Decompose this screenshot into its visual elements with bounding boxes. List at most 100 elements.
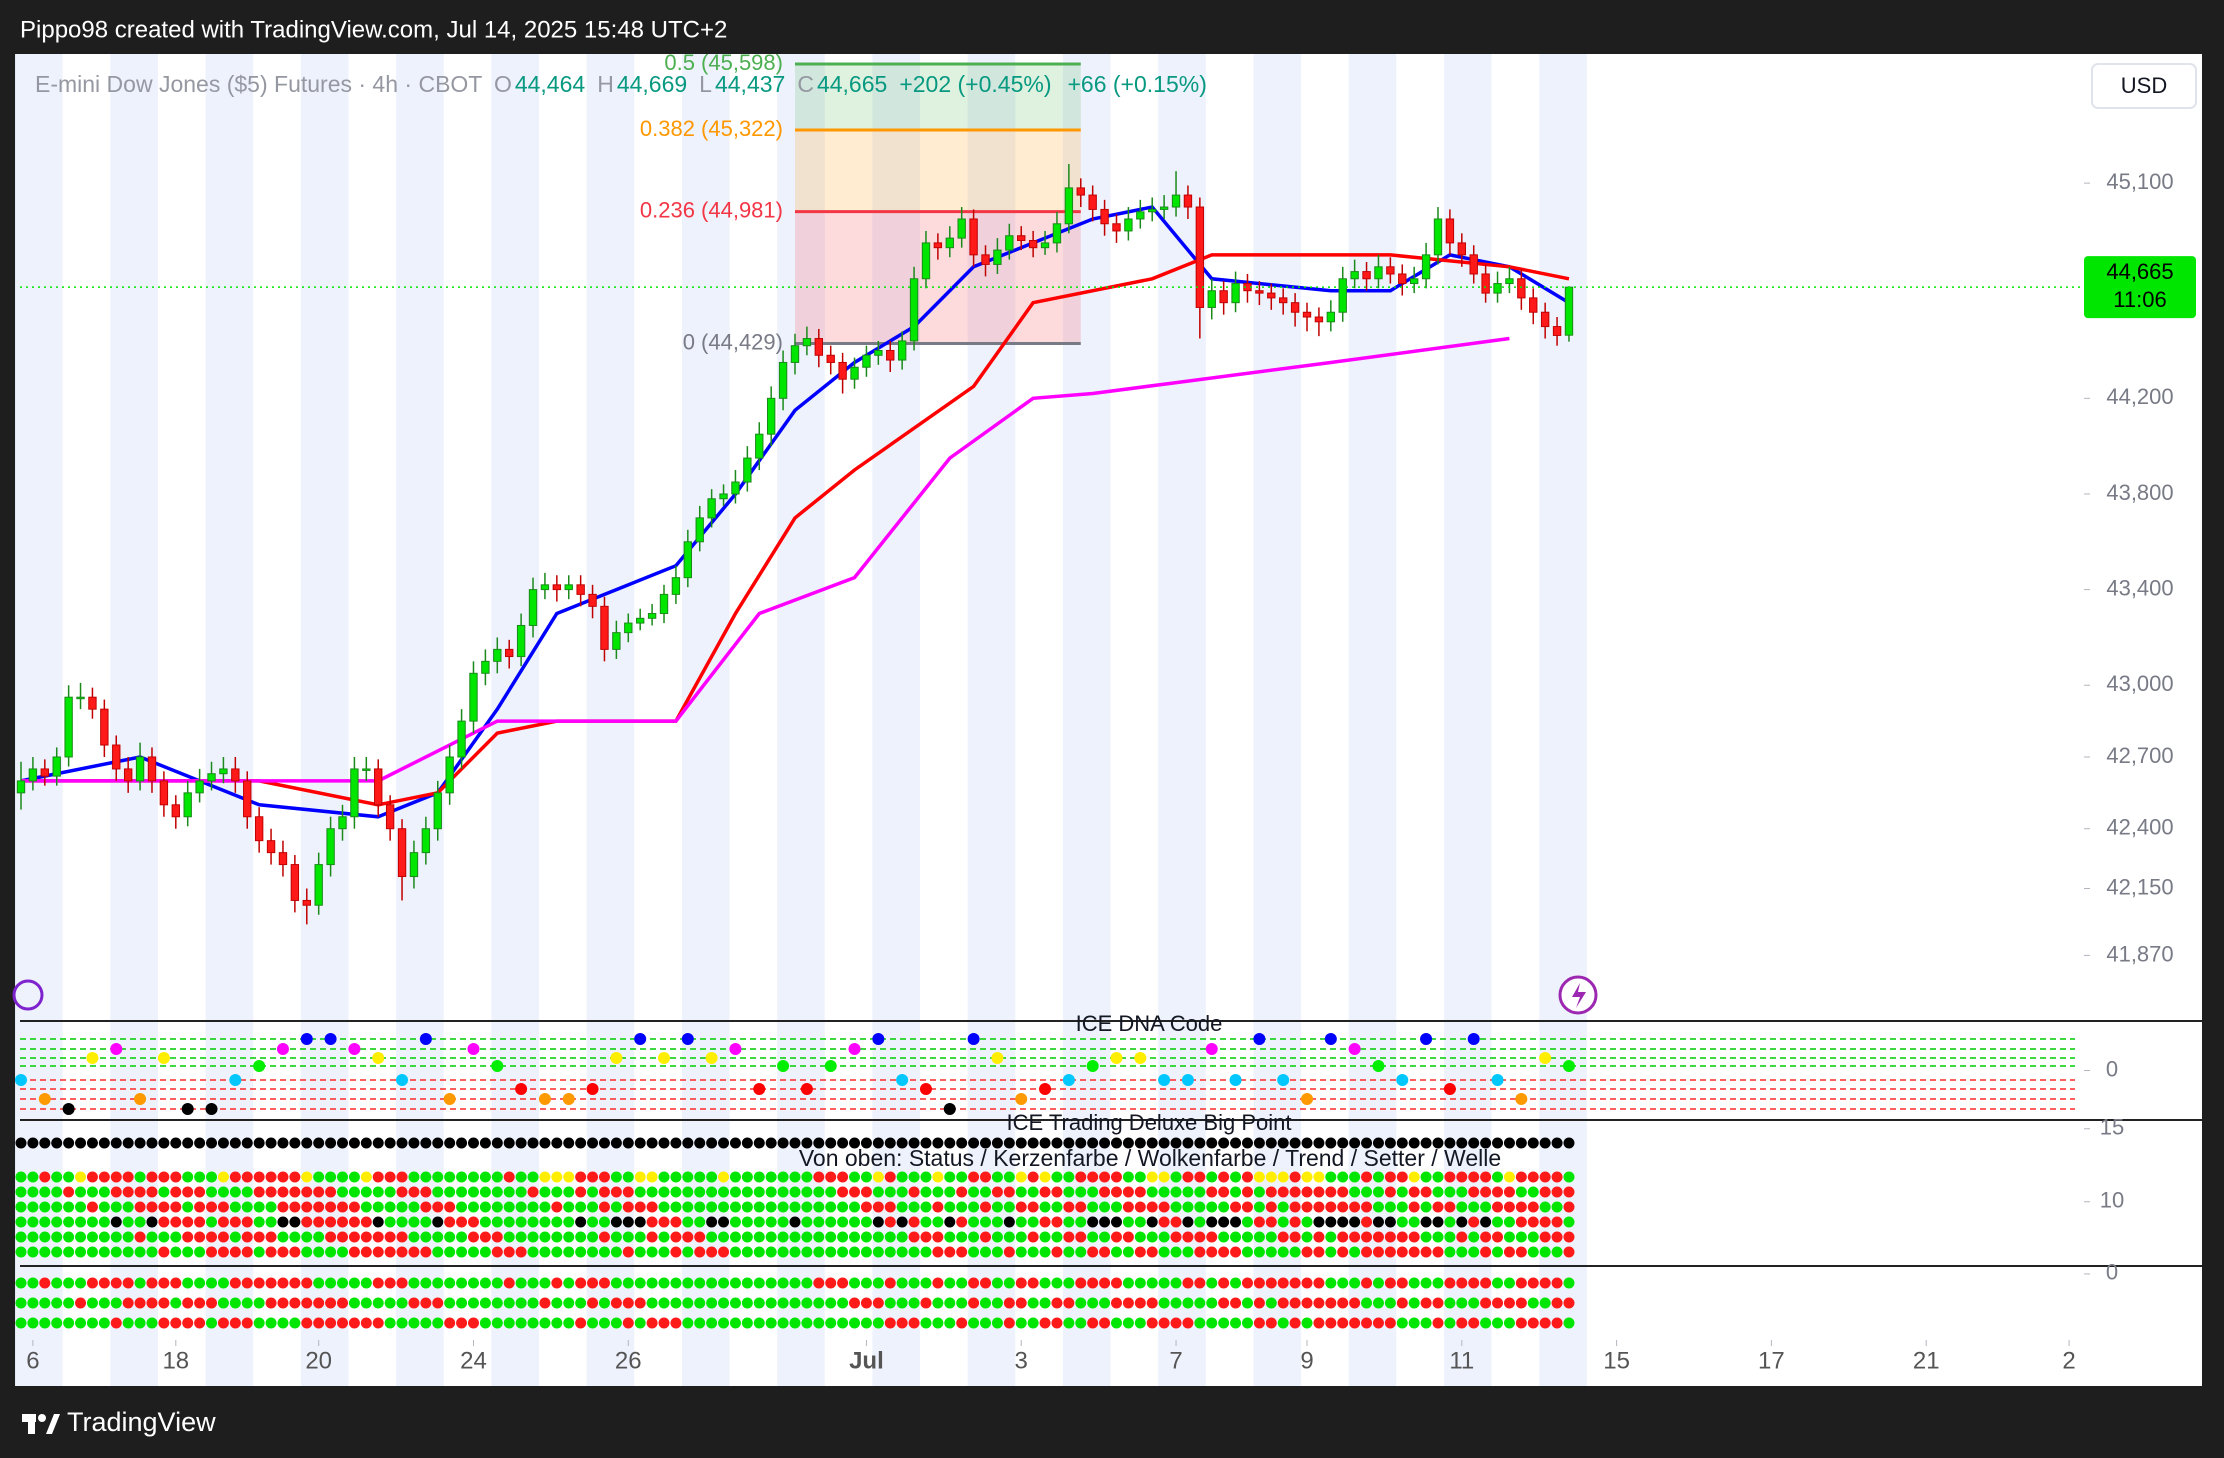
big-point-dot (1170, 1171, 1182, 1183)
big-point-dot (741, 1186, 753, 1198)
momentum-dot (1444, 1297, 1456, 1309)
big-point-dot (1027, 1201, 1039, 1213)
momentum-dot (1444, 1277, 1456, 1289)
momentum-dot (741, 1297, 753, 1309)
big-point-dot (1003, 1216, 1015, 1228)
momentum-dot (1027, 1277, 1039, 1289)
pane-subtitle: Von oben: Status / Kerzenfarbe / Wolkenf… (799, 1145, 1501, 1171)
big-point-dot (1182, 1137, 1194, 1149)
big-point-dot (1301, 1246, 1313, 1258)
momentum-dot (1420, 1317, 1432, 1329)
big-point-dot (289, 1171, 301, 1183)
big-point-dot (15, 1201, 27, 1213)
candle-body (695, 517, 704, 543)
big-point-dot (265, 1231, 277, 1243)
x-tick-label: 18 (162, 1347, 189, 1374)
big-point-dot (1265, 1246, 1277, 1258)
big-point-dot (1230, 1186, 1242, 1198)
dna-dot (1324, 1033, 1337, 1045)
big-point-dot (706, 1216, 718, 1228)
big-point-dot (658, 1137, 670, 1149)
big-point-dot (896, 1216, 908, 1228)
candle-body (838, 361, 847, 380)
big-point-dot (1492, 1186, 1504, 1198)
big-point-dot (968, 1216, 980, 1228)
big-point-dot (1158, 1216, 1170, 1228)
big-point-dot (1468, 1216, 1480, 1228)
big-point-dot (1361, 1216, 1373, 1228)
momentum-dot (182, 1297, 194, 1309)
session-band (681, 54, 730, 1386)
momentum-dot (1313, 1297, 1325, 1309)
candle-body (1350, 271, 1359, 280)
momentum-dot (1003, 1297, 1015, 1309)
big-point-dot (146, 1231, 158, 1243)
big-point-dot (384, 1201, 396, 1213)
big-point-dot (217, 1216, 229, 1228)
momentum-dot (1110, 1277, 1122, 1289)
momentum-dot (1468, 1297, 1480, 1309)
big-point-dot (337, 1186, 349, 1198)
big-point-dot (777, 1231, 789, 1243)
big-point-dot (1325, 1186, 1337, 1198)
momentum-dot (884, 1277, 896, 1289)
big-point-dot (1563, 1231, 1575, 1243)
candle-body (290, 864, 300, 901)
big-point-dot (789, 1186, 801, 1198)
candle-body (1064, 187, 1074, 225)
big-point-dot (63, 1186, 75, 1198)
big-point-dot (1492, 1137, 1504, 1149)
big-point-dot (634, 1216, 646, 1228)
big-point-dot (1015, 1231, 1027, 1243)
big-point-dot (1051, 1231, 1063, 1243)
big-point-dot (1563, 1171, 1575, 1183)
candle-body (350, 768, 359, 818)
momentum-dot (372, 1277, 384, 1289)
momentum-dot (289, 1277, 301, 1289)
legend-key: C (797, 71, 814, 97)
big-point-dot (1230, 1216, 1242, 1228)
dna-dot (872, 1033, 885, 1045)
momentum-dot (539, 1277, 551, 1289)
candle-body (481, 660, 490, 674)
big-point-dot (1075, 1231, 1087, 1243)
session-band (15, 54, 63, 1386)
big-point-dot (801, 1246, 813, 1258)
momentum-dot (1122, 1317, 1134, 1329)
big-point-dot (51, 1231, 63, 1243)
momentum-dot (479, 1297, 491, 1309)
big-point-dot (1301, 1201, 1313, 1213)
candle-body (1386, 266, 1395, 275)
momentum-dot (515, 1297, 527, 1309)
big-point-dot (170, 1231, 182, 1243)
big-point-dot (932, 1231, 944, 1243)
big-point-dot (39, 1186, 51, 1198)
big-point-dot (337, 1201, 349, 1213)
big-point-dot (1527, 1186, 1539, 1198)
big-point-dot (1015, 1171, 1027, 1183)
momentum-dot (1027, 1297, 1039, 1309)
big-point-dot (753, 1137, 765, 1149)
big-point-dot (682, 1246, 694, 1258)
big-point-dot (1313, 1201, 1325, 1213)
momentum-dot (860, 1297, 872, 1309)
momentum-dot (634, 1317, 646, 1329)
big-point-dot (658, 1171, 670, 1183)
currency-box[interactable] (2091, 63, 2197, 109)
big-point-dot (396, 1171, 408, 1183)
momentum-dot (1563, 1317, 1575, 1329)
big-point-dot (825, 1137, 837, 1149)
big-point-dot (1408, 1201, 1420, 1213)
price-tag-value: 44,665 (2106, 259, 2173, 284)
big-point-dot (587, 1246, 599, 1258)
fib-label: 0.382 (45,322) (640, 116, 783, 141)
big-point-dot (991, 1201, 1003, 1213)
big-point-dot (1551, 1216, 1563, 1228)
big-point-dot (563, 1231, 575, 1243)
big-point-dot (1206, 1171, 1218, 1183)
momentum-dot (1432, 1277, 1444, 1289)
momentum-dot (1039, 1317, 1051, 1329)
big-point-dot (1396, 1246, 1408, 1258)
momentum-dot (1134, 1277, 1146, 1289)
replay-icon[interactable] (12, 979, 44, 1011)
